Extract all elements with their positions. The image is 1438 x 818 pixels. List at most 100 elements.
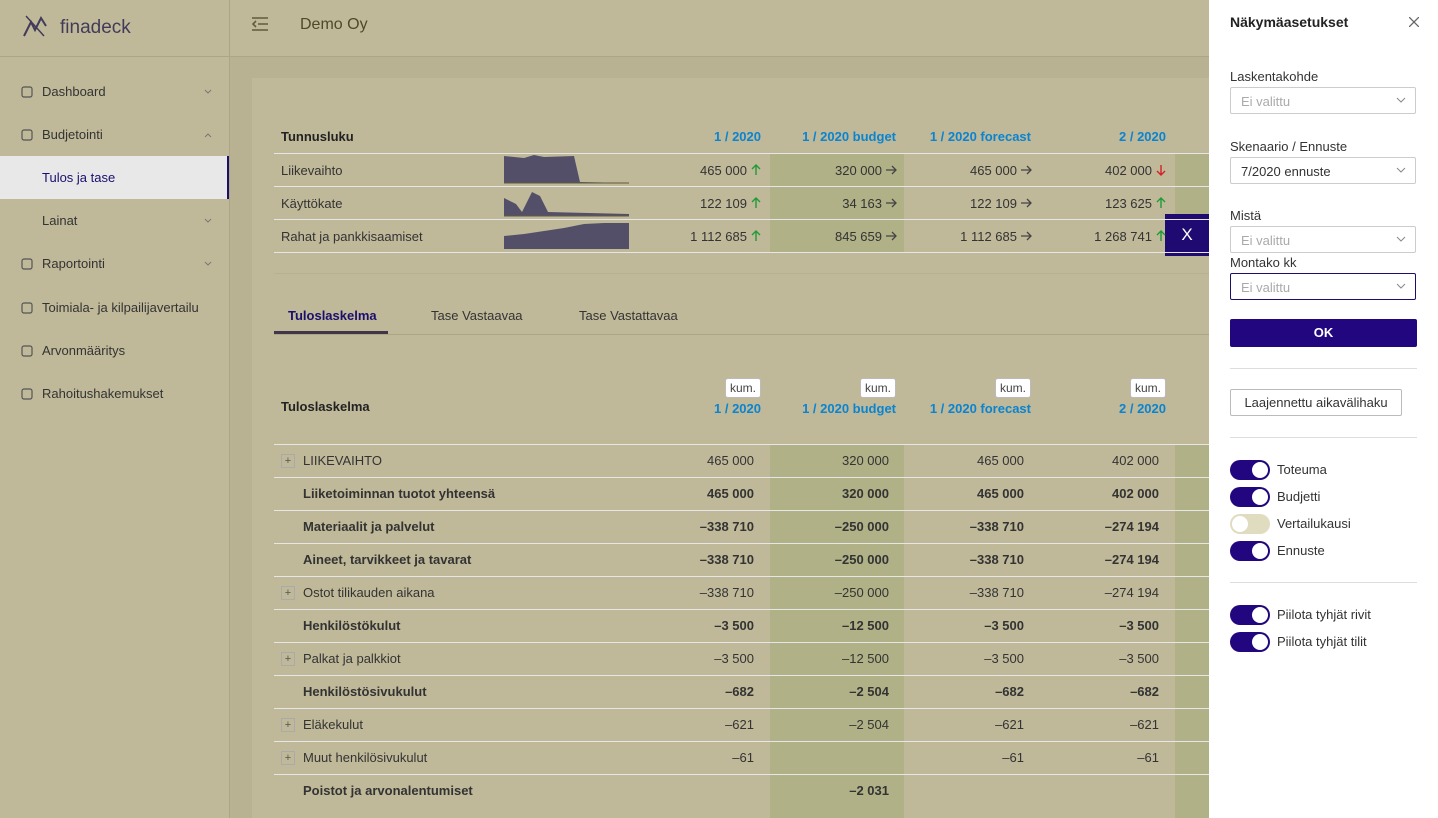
cell: –621 [995, 717, 1024, 732]
cell: –274 194 [1104, 519, 1159, 534]
cell: 465 000 [970, 163, 1017, 178]
nav-item[interactable]: Toimiala- ja kilpailijavertailu [0, 286, 229, 329]
cell: –274 194 [1104, 552, 1159, 567]
cell: –12 500 [842, 651, 889, 666]
row-divider [274, 708, 1209, 709]
nav-item[interactable]: Raportointi [0, 242, 229, 285]
cell: 1 112 685 [960, 229, 1017, 244]
row-divider [274, 252, 1209, 253]
column-header: 1 / 2020 [714, 129, 761, 144]
toggle[interactable] [1230, 487, 1270, 507]
select[interactable]: Ei valittu [1230, 273, 1416, 300]
expand-button[interactable]: + [281, 454, 295, 468]
cell: –12 500 [842, 618, 889, 633]
nav-item[interactable]: Dashboard [0, 70, 229, 113]
row-divider [274, 642, 1209, 643]
logo-icon [23, 15, 47, 37]
nav-item[interactable]: Arvonmääritys [0, 329, 229, 372]
row-label: Eläkekulut [303, 717, 363, 732]
cell: –3 500 [714, 651, 754, 666]
cell: 122 109 [970, 196, 1017, 211]
nav-label: Toimiala- ja kilpailijavertailu [42, 300, 199, 315]
divider [1230, 437, 1417, 438]
toggle-label: Budjetti [1277, 489, 1321, 504]
cell: 402 000 [1112, 486, 1159, 501]
cell: 34 163 [842, 196, 882, 211]
cell: –3 500 [714, 618, 754, 633]
expand-button[interactable]: + [281, 751, 295, 765]
row-label: Muut henkilösivukulut [303, 750, 428, 765]
toggle-knob [1252, 543, 1268, 559]
select-value: Ei valittu [1241, 94, 1291, 109]
trend-arrow [886, 231, 897, 241]
trend-arrow [1156, 230, 1166, 241]
toggle[interactable] [1230, 632, 1270, 652]
column-header: 1 / 2020 forecast [929, 129, 1031, 144]
toggle-label: Piilota tyhjät tilit [1277, 634, 1367, 649]
toggle[interactable] [1230, 541, 1270, 561]
expand-button[interactable]: + [281, 652, 295, 666]
trend-arrow [751, 164, 761, 175]
select-value: Ei valittu [1241, 280, 1291, 295]
panel-close[interactable] [1409, 17, 1419, 27]
nav-label: Tulos ja tase [42, 170, 116, 185]
column-badge: kum. [859, 378, 896, 398]
toggle[interactable] [1230, 460, 1270, 480]
trend-arrow [1156, 165, 1166, 176]
column-header: 1 / 2020 forecast [929, 401, 1031, 416]
cell: –3 500 [984, 651, 1024, 666]
select[interactable]: Ei valittu [1230, 87, 1416, 114]
select[interactable]: Ei valittu [1230, 226, 1416, 253]
nav-item[interactable]: Lainat [0, 199, 229, 242]
toggle[interactable] [1230, 514, 1270, 534]
toggle-label: Piilota tyhjät rivit [1277, 607, 1371, 622]
tab[interactable]: Tuloslaskelma [288, 308, 377, 323]
cell: –3 500 [984, 618, 1024, 633]
row-label: Poistot ja arvonalentumiset [303, 783, 473, 798]
cell: –250 000 [834, 519, 889, 534]
cell: 402 000 [1105, 163, 1152, 178]
nav-item[interactable]: Budjetointi [0, 113, 229, 156]
divider [1230, 368, 1417, 369]
cell: –338 710 [969, 519, 1024, 534]
column-badge: kum. [994, 378, 1031, 398]
select[interactable]: 7/2020 ennuste [1230, 157, 1416, 184]
panel-title: Näkymäasetukset [1230, 14, 1349, 30]
cell: –2 504 [849, 717, 889, 732]
nav-item[interactable]: Tulos ja tase [0, 156, 229, 199]
range-button[interactable]: Laajennettu aikavälihaku [1230, 389, 1402, 416]
select-value: 7/2020 ennuste [1241, 164, 1331, 179]
cell: –338 710 [699, 519, 754, 534]
ok-button[interactable]: OK [1230, 319, 1417, 347]
row-label: Liikevaihto [281, 163, 343, 178]
row-divider [274, 543, 1209, 544]
toggle-knob [1252, 634, 1268, 650]
trend-arrow [886, 165, 897, 175]
chevron [204, 261, 212, 266]
chevron [1396, 236, 1406, 242]
cell: –682 [995, 684, 1024, 699]
expand-button[interactable]: + [281, 586, 295, 600]
chevron [1396, 283, 1406, 289]
cell: –61 [732, 750, 754, 765]
cell: –2 504 [849, 684, 889, 699]
cell: –621 [725, 717, 754, 732]
trend-arrow [1156, 197, 1166, 208]
chevron [1396, 167, 1406, 173]
row-divider [274, 219, 1209, 220]
menu-toggle[interactable] [252, 17, 270, 31]
cell: 122 109 [700, 196, 747, 211]
column-badge: kum. [724, 378, 761, 398]
tab[interactable]: Tase Vastattavaa [579, 308, 678, 323]
settings-panel [1209, 0, 1438, 818]
expand-button[interactable]: + [281, 718, 295, 732]
nav-item[interactable]: Rahoitushakemukset [0, 372, 229, 415]
overlay[interactable] [0, 0, 1209, 818]
toggle-knob [1252, 489, 1268, 505]
tab[interactable]: Tase Vastaavaa [431, 308, 523, 323]
trend-arrow [751, 197, 761, 208]
chevron [204, 89, 212, 94]
toggle[interactable] [1230, 605, 1270, 625]
close-panel-button[interactable]: X [1165, 214, 1209, 256]
cell: –2 031 [849, 783, 889, 798]
